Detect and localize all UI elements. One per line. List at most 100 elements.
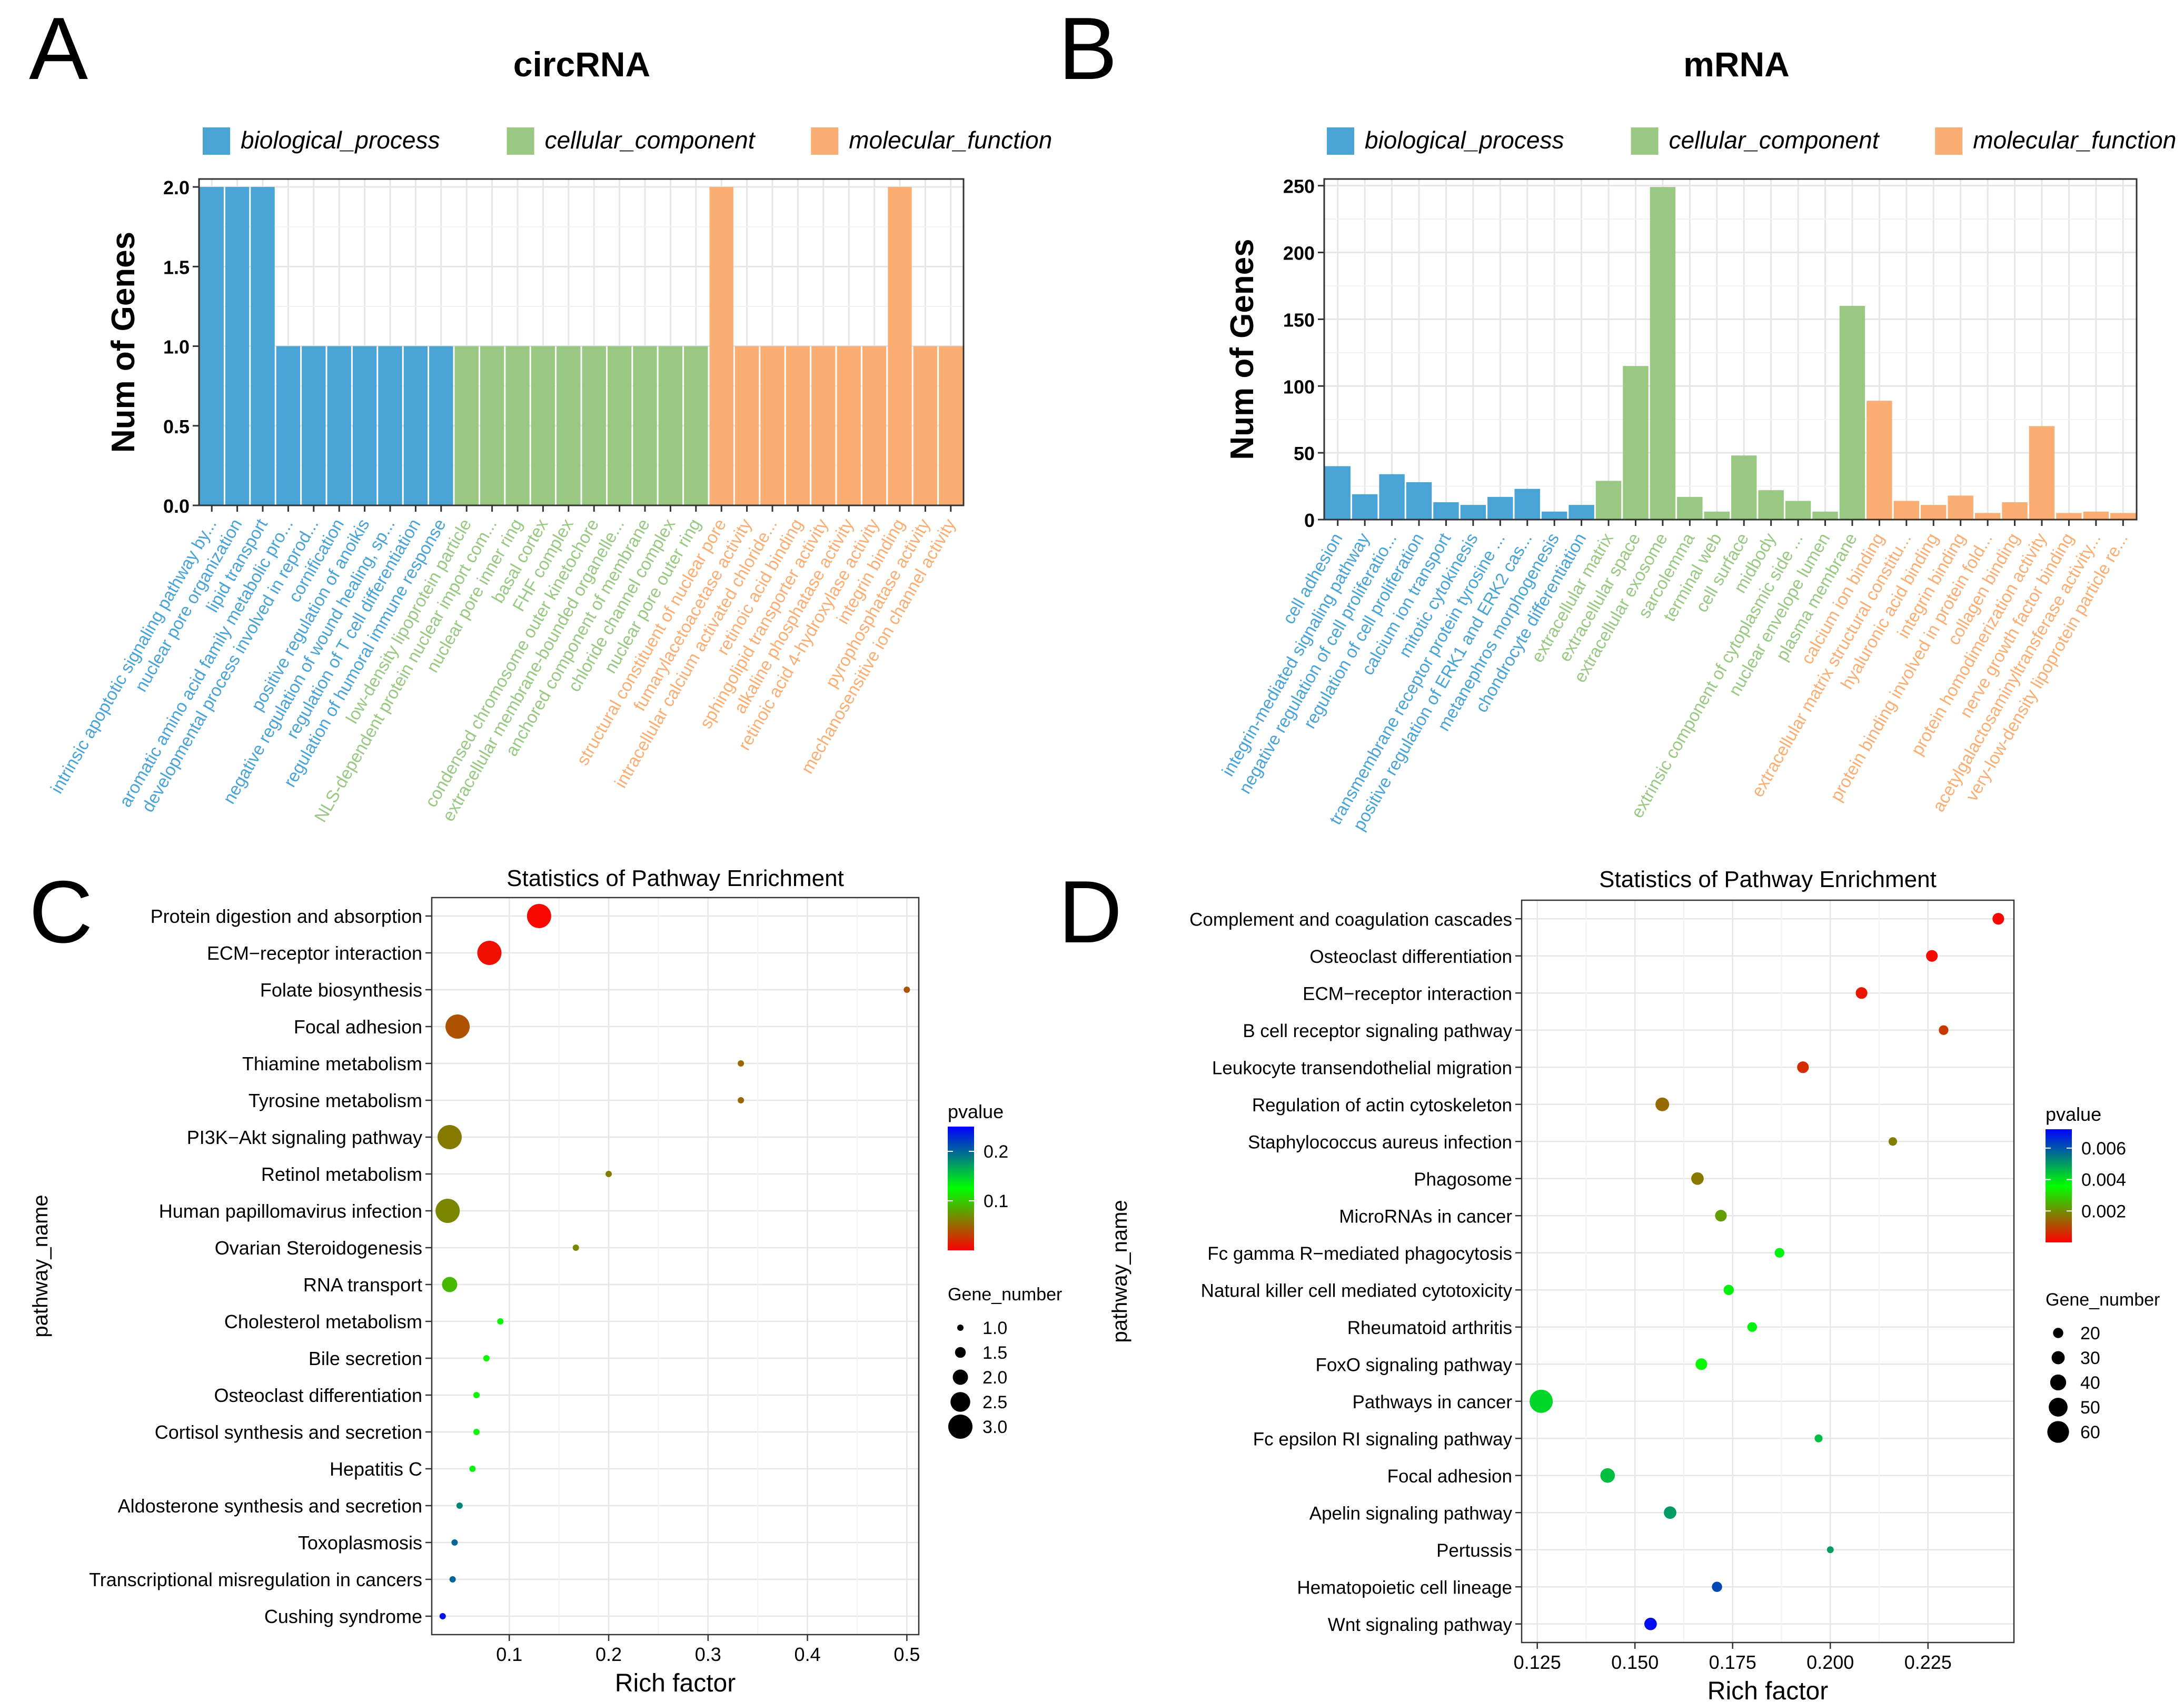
bar bbox=[607, 346, 632, 505]
bar bbox=[1731, 455, 1757, 520]
bar bbox=[2056, 513, 2082, 520]
pathway-label: Rheumatoid arthritis bbox=[1347, 1318, 1512, 1338]
data-point bbox=[439, 1613, 446, 1619]
bar bbox=[913, 346, 938, 505]
pathway-label: Protein digestion and absorption bbox=[151, 905, 422, 927]
bar bbox=[1595, 481, 1622, 520]
bar bbox=[709, 187, 733, 505]
pathway-label: FoxO signaling pathway bbox=[1315, 1355, 1512, 1375]
data-point bbox=[469, 1466, 476, 1472]
bar bbox=[1785, 501, 1811, 520]
size-legend-label: 1.0 bbox=[982, 1318, 1007, 1338]
bar bbox=[760, 346, 785, 505]
pathway-label: ECM−receptor interaction bbox=[207, 942, 422, 964]
data-point bbox=[477, 941, 502, 965]
bar bbox=[352, 346, 377, 505]
bar bbox=[1460, 505, 1486, 520]
x-tick-label: 0.200 bbox=[1806, 1651, 1854, 1673]
bar bbox=[2029, 426, 2055, 520]
pathway-label: Natural killer cell mediated cytotoxicit… bbox=[1201, 1280, 1513, 1301]
data-point bbox=[1774, 1248, 1784, 1258]
data-point bbox=[738, 1060, 744, 1067]
plot-border bbox=[198, 178, 965, 506]
bar bbox=[200, 187, 224, 505]
data-point bbox=[1939, 1025, 1949, 1035]
data-point bbox=[605, 1171, 612, 1177]
panel-c: C Statistics of Pathway Enrichment Protein… bbox=[29, 862, 1062, 1697]
pathway-label: Focal adhesion bbox=[294, 1016, 422, 1038]
data-point bbox=[437, 1125, 462, 1149]
legend-label-molecular_function: molecular_function bbox=[1973, 126, 2176, 154]
bar bbox=[302, 346, 326, 505]
pathway-label: Osteoclast differentiation bbox=[214, 1385, 422, 1406]
pathway-label: Tyrosine metabolism bbox=[249, 1090, 422, 1111]
legend-swatch-molecular_function bbox=[1935, 127, 1963, 155]
bar bbox=[1677, 496, 1703, 520]
pathway-label: Leukocyte transendothelial migration bbox=[1212, 1058, 1512, 1078]
y-tick-label: 200 bbox=[1283, 243, 1315, 264]
y-axis-label: Num of Genes bbox=[105, 232, 142, 453]
bar bbox=[684, 346, 708, 505]
pathway-label: Aldosterone synthesis and secretion bbox=[118, 1495, 422, 1517]
bar bbox=[1325, 466, 1351, 520]
size-legend-dot bbox=[957, 1325, 964, 1331]
data-point bbox=[1747, 1322, 1757, 1332]
pvalue-color-bar bbox=[948, 1127, 974, 1250]
data-point bbox=[1691, 1172, 1704, 1185]
panel-label-b: B bbox=[1058, 0, 1117, 98]
y-tick-label: 1.5 bbox=[163, 256, 190, 278]
size-legend-label: 1.5 bbox=[982, 1343, 1007, 1363]
data-point bbox=[1695, 1358, 1708, 1370]
size-legend-label: 30 bbox=[2080, 1348, 2100, 1368]
pathway-label: Apelin signaling pathway bbox=[1309, 1503, 1513, 1524]
bar bbox=[2002, 502, 2028, 520]
x-tick-label: intrinsic apoptotic signaling pathway by… bbox=[46, 515, 220, 797]
data-point bbox=[527, 904, 551, 928]
pathway-label: Staphylococcus aureus infection bbox=[1248, 1132, 1512, 1152]
color-legend-title: pvalue bbox=[2046, 1103, 2101, 1125]
data-point bbox=[442, 1277, 458, 1292]
y-tick-label: 0.0 bbox=[163, 495, 190, 517]
bar bbox=[1379, 474, 1405, 520]
bar bbox=[1487, 496, 1513, 520]
pathway-label: Wnt signaling pathway bbox=[1328, 1615, 1513, 1635]
size-legend-label: 40 bbox=[2080, 1373, 2100, 1393]
size-legend-label: 60 bbox=[2080, 1422, 2100, 1442]
size-legend-label: 2.0 bbox=[982, 1368, 1007, 1388]
data-point bbox=[1797, 1061, 1809, 1073]
x-tick-label: 0.1 bbox=[496, 1644, 522, 1665]
chart-title: mRNA bbox=[1683, 45, 1790, 84]
chart-title: Statistics of Pathway Enrichment bbox=[507, 865, 844, 891]
pathway-label: Cortisol synthesis and secretion bbox=[155, 1421, 422, 1443]
pathway-label: RNA transport bbox=[303, 1274, 422, 1296]
bar bbox=[862, 346, 887, 505]
data-point bbox=[449, 1576, 456, 1582]
pathway-label: Fc gamma R−mediated phagocytosis bbox=[1207, 1243, 1512, 1264]
bar bbox=[1650, 187, 1676, 520]
bar bbox=[1921, 505, 1947, 520]
pathway-label: Regulation of actin cytoskeleton bbox=[1252, 1095, 1512, 1116]
bar bbox=[251, 187, 275, 505]
bar bbox=[531, 346, 555, 505]
data-point bbox=[572, 1245, 579, 1251]
color-bar-tick-label: 0.006 bbox=[2081, 1139, 2126, 1159]
bar bbox=[786, 346, 810, 505]
x-axis-label: Rich factor bbox=[1708, 1677, 1828, 1702]
size-legend-label: 2.5 bbox=[982, 1392, 1007, 1412]
chart-title: circRNA bbox=[513, 45, 650, 84]
pathway-label: Thiamine metabolism bbox=[242, 1053, 422, 1074]
pathway-label: Hepatitis C bbox=[330, 1458, 422, 1480]
size-legend-title: Gene_number bbox=[948, 1285, 1062, 1305]
bar bbox=[1514, 489, 1540, 520]
bar bbox=[1974, 513, 2001, 520]
data-point bbox=[1712, 1581, 1722, 1592]
y-tick-label: 2.0 bbox=[163, 177, 190, 198]
data-point bbox=[435, 1199, 460, 1223]
bar bbox=[1541, 511, 1567, 520]
y-tick-label: 0 bbox=[1304, 510, 1315, 531]
pathway-label: Ovarian Steroidogenesis bbox=[215, 1237, 422, 1259]
bar bbox=[1352, 494, 1378, 520]
x-axis-label: Rich factor bbox=[615, 1669, 736, 1697]
bar bbox=[1839, 306, 1865, 520]
